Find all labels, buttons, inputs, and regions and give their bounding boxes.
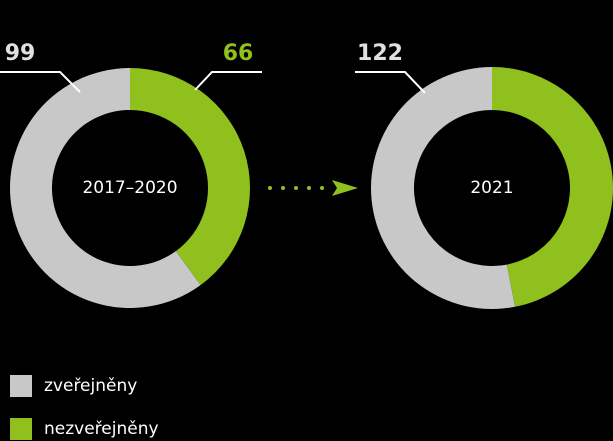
donut-slice — [9, 68, 201, 308]
leader-line — [194, 71, 262, 91]
legend-swatch — [10, 375, 32, 397]
center-label: 2017–2020 — [82, 178, 177, 198]
donut-slice — [130, 68, 251, 286]
value-label: 99 — [5, 41, 36, 66]
legend-label: zveřejněny — [44, 376, 137, 396]
leader-line — [355, 71, 426, 94]
legend-label: nezveřejněny — [44, 419, 159, 439]
arrow — [268, 180, 358, 196]
value-label: 66 — [223, 41, 254, 66]
legend-swatch — [10, 418, 32, 440]
center-label: 2021 — [470, 178, 513, 198]
value-label: 122 — [357, 41, 403, 66]
leader-line — [0, 71, 81, 93]
donut-slice — [370, 67, 515, 310]
donut-slice — [492, 67, 613, 307]
